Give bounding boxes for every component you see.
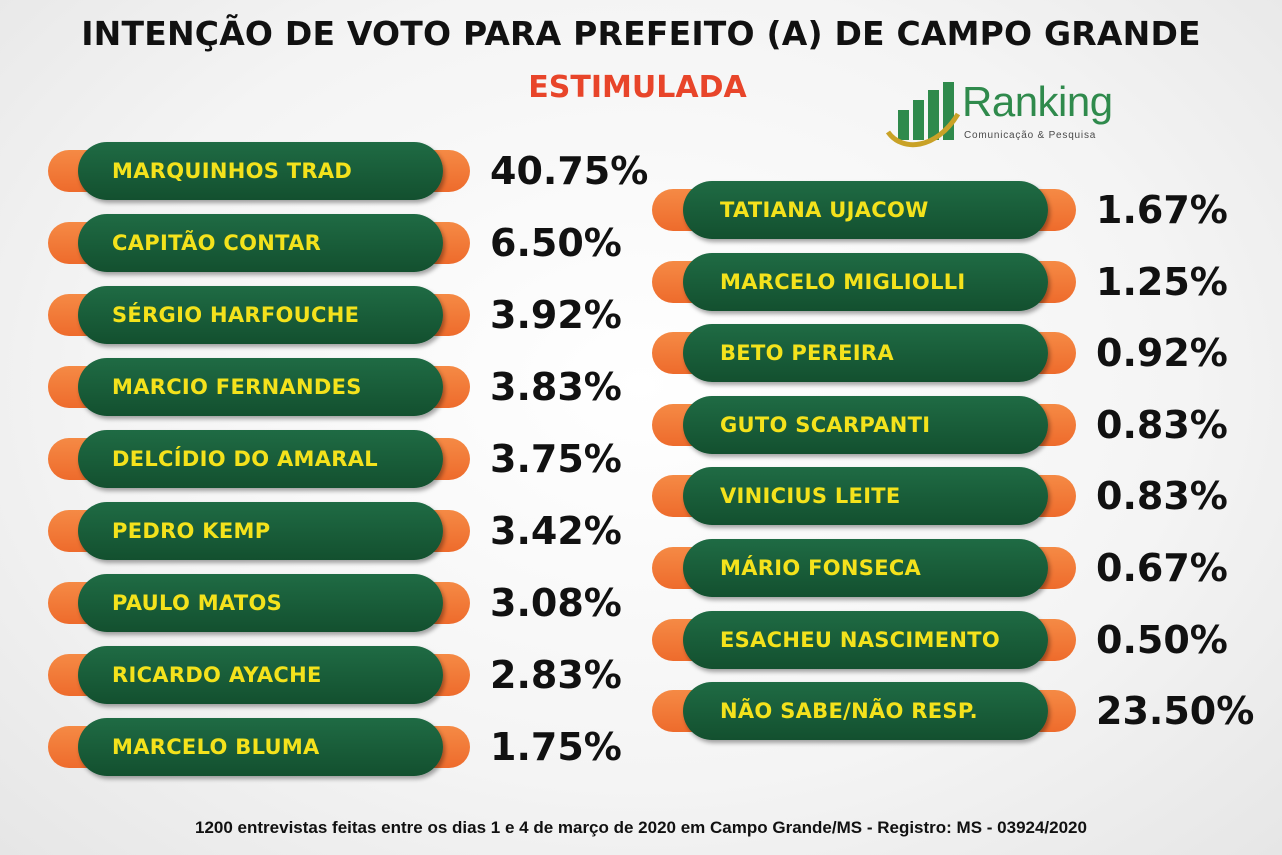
candidate-name: ESACHEU NASCIMENTO: [720, 628, 1000, 652]
candidate-row: MARCIO FERNANDES 3.83%: [0, 358, 1282, 416]
candidate-name: CAPITÃO CONTAR: [112, 231, 322, 255]
candidate-row: RICARDO AYACHE 2.83%: [0, 646, 1282, 704]
candidate-percentage: 3.92%: [490, 293, 622, 337]
candidate-pill: [683, 324, 1048, 382]
candidate-name: RICARDO AYACHE: [112, 663, 322, 687]
candidate-row: CAPITÃO CONTAR 6.50%: [0, 214, 1282, 272]
candidate-name: MARCIO FERNANDES: [112, 375, 362, 399]
candidate-row: MARQUINHOS TRAD 40.75%: [0, 142, 1282, 200]
candidate-pill: [78, 214, 443, 272]
candidate-name: PEDRO KEMP: [112, 519, 271, 543]
candidate-pill: [78, 286, 443, 344]
candidate-percentage: 0.83%: [1096, 474, 1228, 518]
candidate-row: PEDRO KEMP 3.42%: [0, 502, 1282, 560]
candidate-pill: [683, 467, 1048, 525]
candidate-percentage: 40.75%: [490, 149, 649, 193]
candidate-name: MÁRIO FONSECA: [720, 556, 922, 580]
footer-note: 1200 entrevistas feitas entre os dias 1 …: [195, 818, 1087, 837]
candidate-name: BETO PEREIRA: [720, 341, 894, 365]
candidate-pill: [683, 611, 1048, 669]
candidate-name: TATIANA UJACOW: [720, 198, 929, 222]
candidate-name: VINICIUS LEITE: [720, 484, 901, 508]
candidate-row: SÉRGIO HARFOUCHE 3.92%: [0, 286, 1282, 344]
candidate-row: TATIANA UJACOW 1.67%: [0, 181, 1282, 239]
logo-tagline: Comunicação & Pesquisa: [964, 130, 1097, 141]
candidate-pill: [78, 718, 443, 776]
candidate-name: MARQUINHOS TRAD: [112, 159, 353, 183]
chart-title: INTENÇÃO DE VOTO PARA PREFEITO (A) DE CA…: [81, 14, 1201, 53]
candidate-percentage: 3.75%: [490, 437, 622, 481]
candidate-percentage: 1.75%: [490, 725, 622, 769]
candidate-pill: [683, 682, 1048, 740]
candidate-pill: [683, 396, 1048, 454]
candidate-row: VINICIUS LEITE 0.83%: [0, 467, 1282, 525]
candidate-row: NÃO SABE/NÃO RESP. 23.50%: [0, 682, 1282, 740]
candidate-row: MÁRIO FONSECA 0.67%: [0, 539, 1282, 597]
candidate-pill: [78, 358, 443, 416]
candidate-percentage: 1.25%: [1096, 260, 1228, 304]
candidate-row: BETO PEREIRA 0.92%: [0, 324, 1282, 382]
candidate-pill: [78, 646, 443, 704]
candidate-percentage: 0.83%: [1096, 403, 1228, 447]
candidate-percentage: 3.42%: [490, 509, 622, 553]
ranking-logo: Ranking Comunicação & Pesquisa: [884, 78, 1144, 150]
candidate-row: ESACHEU NASCIMENTO 0.50%: [0, 611, 1282, 669]
candidate-pill: [78, 574, 443, 632]
candidate-pill: [683, 539, 1048, 597]
candidate-percentage: 23.50%: [1096, 689, 1255, 733]
candidate-name: PAULO MATOS: [112, 591, 283, 615]
candidate-percentage: 1.67%: [1096, 188, 1228, 232]
logo-name: Ranking: [962, 78, 1113, 125]
candidate-percentage: 0.67%: [1096, 546, 1228, 590]
candidate-percentage: 6.50%: [490, 221, 622, 265]
candidate-row: PAULO MATOS 3.08%: [0, 574, 1282, 632]
candidate-percentage: 3.08%: [490, 581, 622, 625]
candidate-row: MARCELO BLUMA 1.75%: [0, 718, 1282, 776]
candidate-percentage: 2.83%: [490, 653, 622, 697]
candidate-percentage: 0.50%: [1096, 618, 1228, 662]
candidate-row: DELCÍDIO DO AMARAL 3.75%: [0, 430, 1282, 488]
candidate-pill: [78, 502, 443, 560]
candidate-percentage: 3.83%: [490, 365, 622, 409]
chart-subtitle: ESTIMULADA: [528, 70, 747, 105]
candidate-name: MARCELO BLUMA: [112, 735, 320, 759]
candidate-name: NÃO SABE/NÃO RESP.: [720, 699, 978, 723]
candidate-name: GUTO SCARPANTI: [720, 413, 931, 437]
candidate-row: GUTO SCARPANTI 0.83%: [0, 396, 1282, 454]
candidate-pill: [683, 253, 1048, 311]
candidate-name: DELCÍDIO DO AMARAL: [112, 447, 378, 471]
candidate-percentage: 0.92%: [1096, 331, 1228, 375]
candidate-pill: [78, 430, 443, 488]
ranking-logo-icon: [885, 82, 961, 148]
candidate-pill: [683, 181, 1048, 239]
candidate-row: MARCELO MIGLIOLLI 1.25%: [0, 253, 1282, 311]
candidate-pill: [78, 142, 443, 200]
candidate-name: MARCELO MIGLIOLLI: [720, 270, 966, 294]
candidate-name: SÉRGIO HARFOUCHE: [112, 303, 360, 327]
